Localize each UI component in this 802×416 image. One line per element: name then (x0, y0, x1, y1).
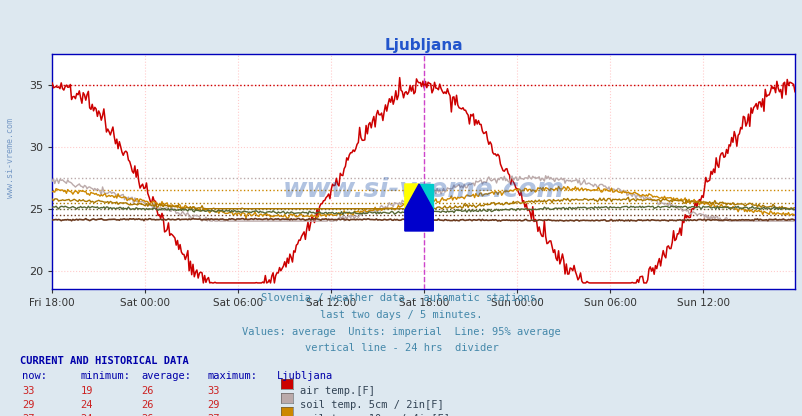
Text: air temp.[F]: air temp.[F] (299, 386, 374, 396)
Text: www.si-vreme.com: www.si-vreme.com (282, 177, 564, 203)
Text: 24: 24 (80, 400, 93, 410)
Text: maximum:: maximum: (207, 371, 257, 381)
Text: soil temp. 5cm / 2in[F]: soil temp. 5cm / 2in[F] (299, 400, 443, 410)
Text: soil temp. 10cm / 4in[F]: soil temp. 10cm / 4in[F] (299, 414, 449, 416)
Text: 27: 27 (207, 414, 220, 416)
Polygon shape (419, 184, 433, 210)
Text: 24: 24 (80, 414, 93, 416)
Text: 33: 33 (22, 386, 35, 396)
Text: 26: 26 (141, 386, 154, 396)
Text: 26: 26 (141, 400, 154, 410)
Text: now:: now: (22, 371, 47, 381)
Text: 29: 29 (22, 400, 35, 410)
Title: Ljubljana: Ljubljana (384, 38, 462, 53)
Text: last two days / 5 minutes.: last two days / 5 minutes. (320, 310, 482, 320)
Text: 33: 33 (207, 386, 220, 396)
Text: Ljubljana: Ljubljana (277, 371, 333, 381)
Text: vertical line - 24 hrs  divider: vertical line - 24 hrs divider (304, 343, 498, 353)
Polygon shape (404, 184, 419, 210)
Text: 29: 29 (207, 400, 220, 410)
Text: Values: average  Units: imperial  Line: 95% average: Values: average Units: imperial Line: 95… (242, 327, 560, 337)
Polygon shape (404, 184, 433, 231)
Text: www.si-vreme.com: www.si-vreme.com (6, 118, 15, 198)
Text: 19: 19 (80, 386, 93, 396)
Text: average:: average: (141, 371, 191, 381)
Text: Slovenia / weather data - automatic stations.: Slovenia / weather data - automatic stat… (261, 293, 541, 303)
Text: 26: 26 (141, 414, 154, 416)
Text: 27: 27 (22, 414, 35, 416)
Text: minimum:: minimum: (80, 371, 130, 381)
Text: CURRENT AND HISTORICAL DATA: CURRENT AND HISTORICAL DATA (20, 356, 188, 366)
